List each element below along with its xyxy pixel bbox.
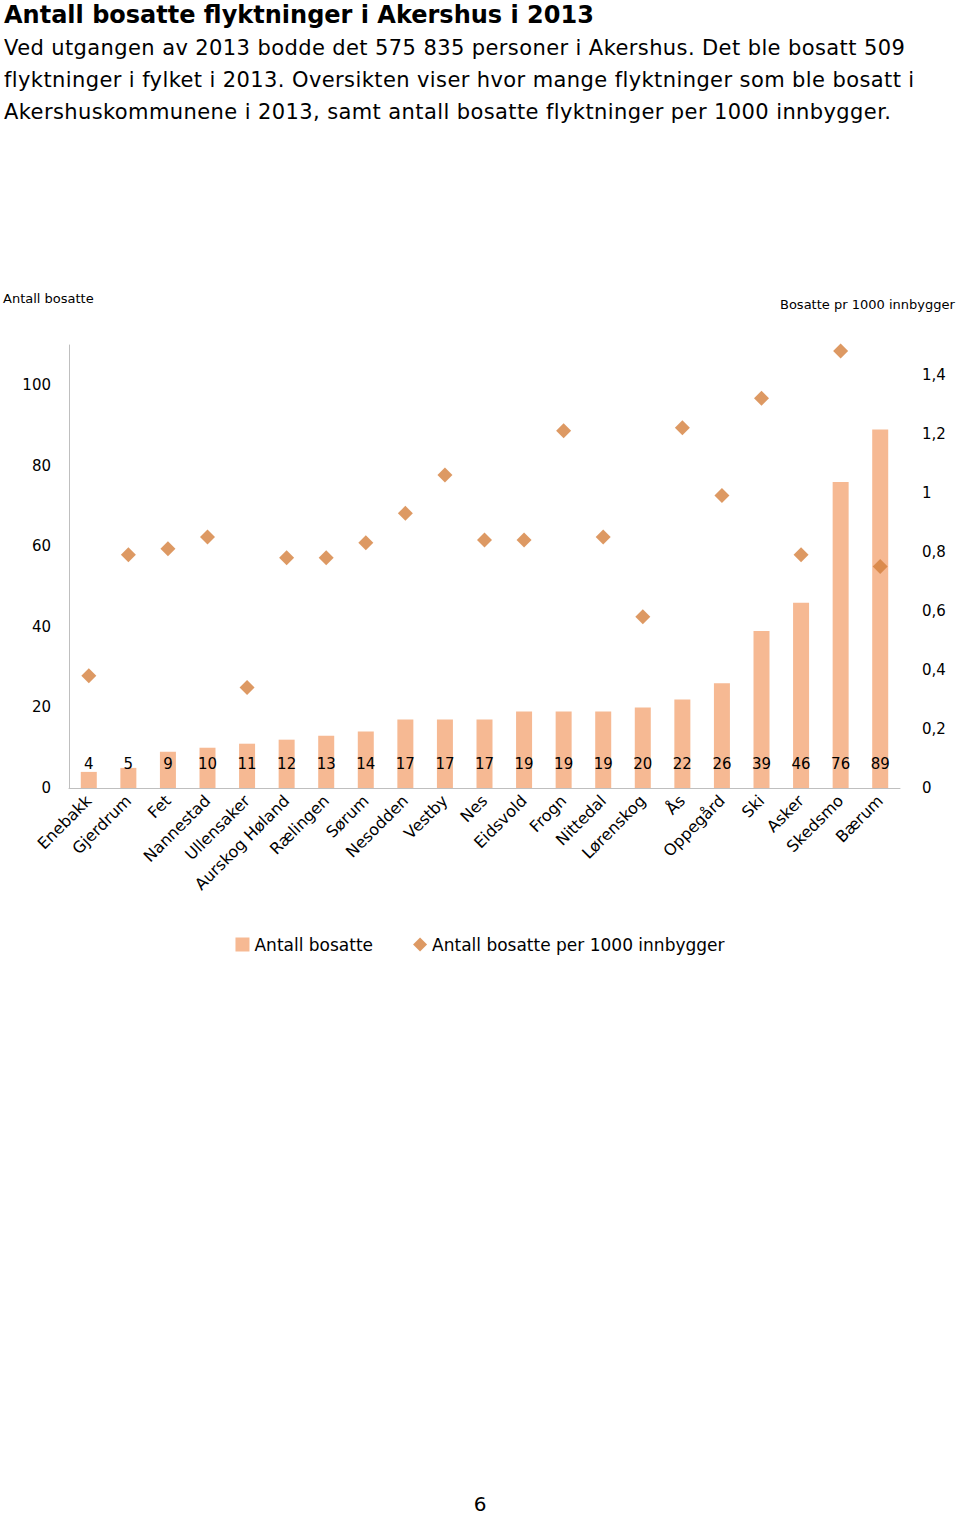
svg-text:Aurskog Høland: Aurskog Høland bbox=[190, 791, 294, 894]
svg-text:Gjerdrum: Gjerdrum bbox=[68, 791, 135, 858]
svg-text:Nannestad: Nannestad bbox=[139, 791, 215, 866]
svg-text:Nes: Nes bbox=[456, 791, 491, 826]
svg-text:0,2: 0,2 bbox=[922, 720, 946, 738]
svg-text:14: 14 bbox=[356, 755, 375, 773]
svg-text:19: 19 bbox=[515, 755, 534, 773]
svg-text:10: 10 bbox=[198, 755, 217, 773]
svg-text:0: 0 bbox=[41, 779, 51, 797]
svg-text:76: 76 bbox=[831, 755, 850, 773]
svg-text:Asker: Asker bbox=[763, 791, 808, 837]
svg-text:22: 22 bbox=[673, 755, 692, 773]
svg-text:Frogn: Frogn bbox=[525, 791, 571, 837]
svg-text:Enebakk: Enebakk bbox=[33, 791, 96, 854]
svg-text:Bærum: Bærum bbox=[832, 791, 887, 846]
svg-text:Ski: Ski bbox=[738, 791, 768, 821]
svg-text:Oppegård: Oppegård bbox=[659, 791, 728, 860]
svg-text:Rælingen: Rælingen bbox=[266, 791, 333, 858]
svg-text:1,2: 1,2 bbox=[922, 425, 946, 443]
svg-text:Ås: Ås bbox=[662, 791, 689, 818]
svg-text:Antall bosatte: Antall bosatte bbox=[254, 935, 373, 955]
svg-text:11: 11 bbox=[238, 755, 257, 773]
svg-text:4: 4 bbox=[84, 755, 94, 773]
svg-text:12: 12 bbox=[277, 755, 296, 773]
svg-text:Fet: Fet bbox=[144, 791, 175, 822]
svg-text:80: 80 bbox=[32, 457, 51, 475]
svg-text:26: 26 bbox=[712, 755, 731, 773]
svg-text:9: 9 bbox=[163, 755, 173, 773]
svg-text:20: 20 bbox=[633, 755, 652, 773]
svg-text:5: 5 bbox=[124, 755, 134, 773]
svg-text:0,6: 0,6 bbox=[922, 602, 946, 620]
svg-text:Bosatte pr 1000 innbygger: Bosatte pr 1000 innbygger bbox=[780, 297, 955, 312]
svg-text:17: 17 bbox=[475, 755, 494, 773]
svg-text:100: 100 bbox=[22, 376, 51, 394]
svg-text:20: 20 bbox=[32, 698, 51, 716]
svg-text:13: 13 bbox=[317, 755, 336, 773]
svg-text:Nesodden: Nesodden bbox=[342, 791, 412, 861]
svg-text:Lørenskog: Lørenskog bbox=[578, 791, 649, 862]
svg-text:1,4: 1,4 bbox=[922, 366, 946, 384]
svg-text:0,4: 0,4 bbox=[922, 661, 946, 679]
html-text:Antall bosatte flyktninger i A: Antall bosatte flyktninger i Akershus i … bbox=[4, 1, 594, 29]
svg-text:Vestby: Vestby bbox=[400, 791, 451, 842]
svg-text:Eidsvold: Eidsvold bbox=[470, 791, 531, 852]
svg-text:60: 60 bbox=[32, 537, 51, 555]
svg-text:19: 19 bbox=[554, 755, 573, 773]
svg-text:Skedsmo: Skedsmo bbox=[783, 791, 848, 856]
svg-text:0: 0 bbox=[922, 779, 932, 797]
svg-text:Nittedal: Nittedal bbox=[551, 791, 610, 850]
svg-text:46: 46 bbox=[792, 755, 811, 773]
html-text:Ved utgangen av 2013 bodde det: Ved utgangen av 2013 bodde det 575 835 p… bbox=[4, 36, 915, 124]
svg-text:1: 1 bbox=[922, 484, 932, 502]
svg-text:Sørum: Sørum bbox=[322, 791, 373, 842]
svg-text:89: 89 bbox=[871, 755, 890, 773]
svg-text:0,8: 0,8 bbox=[922, 543, 946, 561]
svg-text:17: 17 bbox=[435, 755, 454, 773]
svg-text:17: 17 bbox=[396, 755, 415, 773]
svg-text:19: 19 bbox=[594, 755, 613, 773]
svg-text:39: 39 bbox=[752, 755, 771, 773]
svg-text:Ullensaker: Ullensaker bbox=[181, 791, 254, 864]
svg-text:40: 40 bbox=[32, 618, 51, 636]
html-text:6: 6 bbox=[473, 1492, 487, 1515]
svg-text:Antall bosatte: Antall bosatte bbox=[3, 291, 94, 306]
svg-text:Antall bosatte per 1000 innbyg: Antall bosatte per 1000 innbygger bbox=[432, 935, 724, 955]
